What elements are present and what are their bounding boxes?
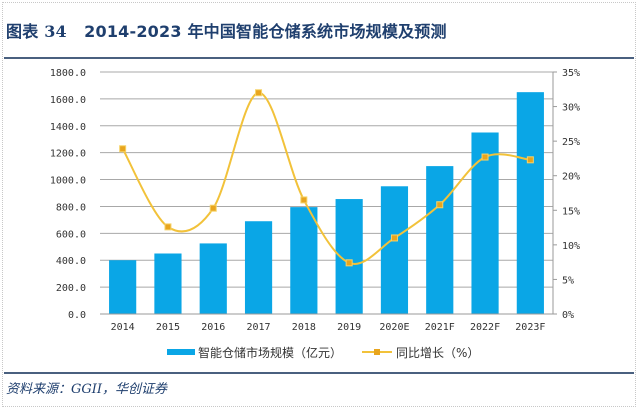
figure-title-text: 2014-2023 年中国智能仓储系统市场规模及预测 [84, 22, 447, 41]
x-tick-label: 2023F [515, 322, 545, 333]
figure-number: 34 [44, 22, 67, 41]
x-axis: 2014 2015 2016 2017 2018 2019 2020E 2021F 2022F 2… [100, 313, 553, 333]
y-left-tick-label: 200.0 [56, 283, 86, 294]
x-tick-label: 2021F [425, 322, 455, 333]
legend-bar-label: 智能仓储市场规模（亿元） [198, 345, 342, 360]
bar [426, 166, 454, 314]
x-tick-label: 2018 [292, 322, 316, 333]
legend-line-marker [374, 349, 380, 355]
y-left-tick-label: 1000.0 [50, 176, 86, 187]
x-tick-label: 2020E [379, 322, 409, 333]
y-right-tick-label: 15% [562, 206, 580, 217]
y-right-tick-label: 10% [562, 241, 580, 252]
bar [154, 253, 182, 314]
y-right-tick-label: 25% [562, 137, 580, 148]
growth-point [164, 223, 172, 231]
y-left-tick-label: 1400.0 [50, 122, 86, 133]
y-axis-left: 0.0 200.0 400.0 600.0 800.0 1000.0 1200.0 1400.… [50, 68, 86, 321]
y-left-tick-label: 600.0 [56, 229, 86, 240]
figure-frame [2, 2, 636, 407]
bar [516, 92, 544, 315]
x-tick-label: 2017 [247, 322, 271, 333]
growth-point [390, 234, 398, 242]
y-left-tick-label: 1600.0 [50, 95, 86, 106]
y-left-tick-label: 400.0 [56, 256, 86, 267]
y-left-tick-label: 1800.0 [50, 68, 86, 79]
line-series [119, 89, 534, 267]
bar [199, 243, 227, 314]
growth-point [209, 204, 217, 212]
growth-point [300, 196, 308, 204]
x-tick-label: 2019 [337, 322, 361, 333]
source-note: 资料来源：GGII，华创证券 [6, 382, 168, 397]
growth-point [481, 153, 489, 161]
x-tick-label: 2014 [111, 322, 135, 333]
y-axis-right: 0% 5% 10% 15% 20% 25% 30% 35% [552, 68, 580, 321]
y-left-tick-label: 800.0 [56, 202, 86, 213]
growth-point [255, 89, 263, 97]
legend-bar-swatch [167, 349, 195, 355]
growth-point [119, 145, 127, 153]
x-tick-label: 2015 [156, 322, 180, 333]
legend: 智能仓储市场规模（亿元） 同比增长（%） [167, 345, 479, 360]
y-right-tick-label: 35% [562, 68, 580, 79]
y-right-tick-label: 30% [562, 103, 580, 114]
growth-point [526, 156, 534, 164]
growth-line [121, 91, 531, 265]
title-divider [4, 57, 634, 59]
y-right-tick-label: 20% [562, 172, 580, 183]
bar [290, 207, 318, 314]
y-right-tick-label: 0% [562, 310, 574, 321]
y-left-tick-label: 1200.0 [50, 149, 86, 160]
source-divider [4, 372, 634, 374]
bar [244, 221, 273, 314]
y-left-tick-label: 0.0 [68, 310, 86, 321]
figure-label: 图表 [6, 22, 39, 41]
x-tick-label: 2022F [470, 322, 500, 333]
growth-point [345, 259, 353, 267]
growth-point [436, 201, 444, 209]
x-tick-label: 2016 [201, 322, 225, 333]
legend-line-label: 同比增长（%） [396, 346, 479, 360]
figure-title: 图表 34 2014-2023 年中国智能仓储系统市场规模及预测 [6, 18, 447, 42]
bar [380, 186, 409, 314]
bar [109, 260, 137, 314]
y-right-tick-label: 5% [562, 275, 574, 286]
